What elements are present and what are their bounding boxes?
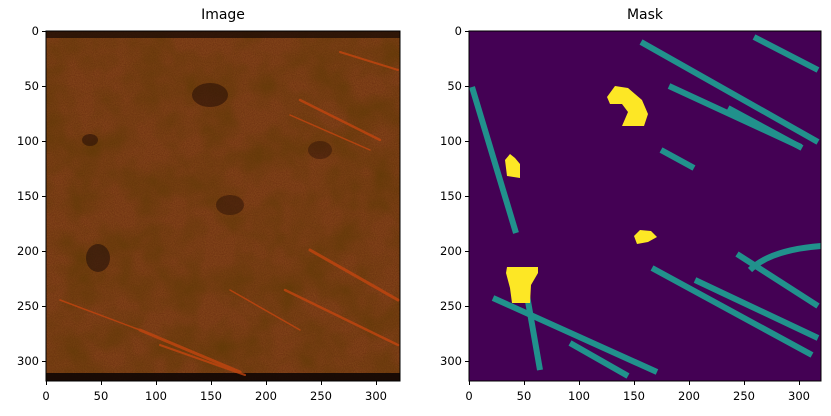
crack-line (747, 243, 821, 273)
micrograph-image (46, 31, 400, 381)
mask-y-tick: 0 (454, 24, 462, 38)
mask-x-tick: 250 (733, 389, 755, 403)
crack-line (726, 105, 804, 151)
mask-x-tick: 50 (516, 389, 532, 403)
crack-line (469, 86, 519, 234)
image-y-tick: 100 (17, 134, 39, 148)
image-x-tick: 100 (145, 389, 167, 403)
image-axes-frame (45, 30, 401, 382)
crack-line (491, 295, 659, 375)
image-x-tick: 300 (365, 389, 387, 403)
mask-background (469, 31, 821, 381)
image-x-tick: 200 (255, 389, 277, 403)
crack-line (693, 277, 820, 341)
mask-y-tick: 50 (447, 79, 462, 93)
tick-marks (42, 31, 800, 385)
image-x-tick: 150 (200, 389, 222, 403)
image-x-tick: 250 (310, 389, 332, 403)
image-y-tick: 200 (17, 244, 39, 258)
mask-y-tick: 150 (440, 189, 462, 203)
mask-y-tick: 250 (440, 299, 462, 313)
mask-x-tick: 150 (623, 389, 645, 403)
mask-x-tick: 0 (465, 389, 473, 403)
image-y-tick: 250 (17, 299, 39, 313)
pore-blob (506, 267, 538, 303)
image-x-tick: 50 (93, 389, 109, 403)
pore-blob (634, 230, 657, 244)
mask-x-tick: 300 (788, 389, 810, 403)
mask-x-tick: 100 (568, 389, 590, 403)
crack-line (659, 147, 696, 171)
image-x-tick: 0 (42, 389, 50, 403)
image-y-tick: 300 (17, 354, 39, 368)
pore-blobs (505, 86, 657, 303)
crack-line (650, 265, 814, 358)
mask-axes-frame (468, 30, 822, 382)
segmentation-mask (469, 31, 821, 381)
crack-line (752, 34, 820, 73)
mask-y-tick: 100 (440, 134, 462, 148)
crack-lines (469, 34, 821, 379)
mask-x-tick: 200 (678, 389, 700, 403)
image-y-tick: 50 (24, 79, 39, 93)
pore-blob (505, 154, 520, 178)
crack-line (568, 340, 630, 379)
image-panel-title: Image (201, 7, 245, 23)
pore-blob (607, 86, 648, 126)
image-y-tick: 150 (17, 189, 39, 203)
mask-y-tick: 200 (440, 244, 462, 258)
mask-panel-title: Mask (626, 7, 664, 23)
crack-line (735, 251, 820, 309)
image-y-tick: 0 (31, 24, 39, 38)
crack-line (639, 39, 820, 145)
mask-y-tick: 300 (440, 354, 462, 368)
